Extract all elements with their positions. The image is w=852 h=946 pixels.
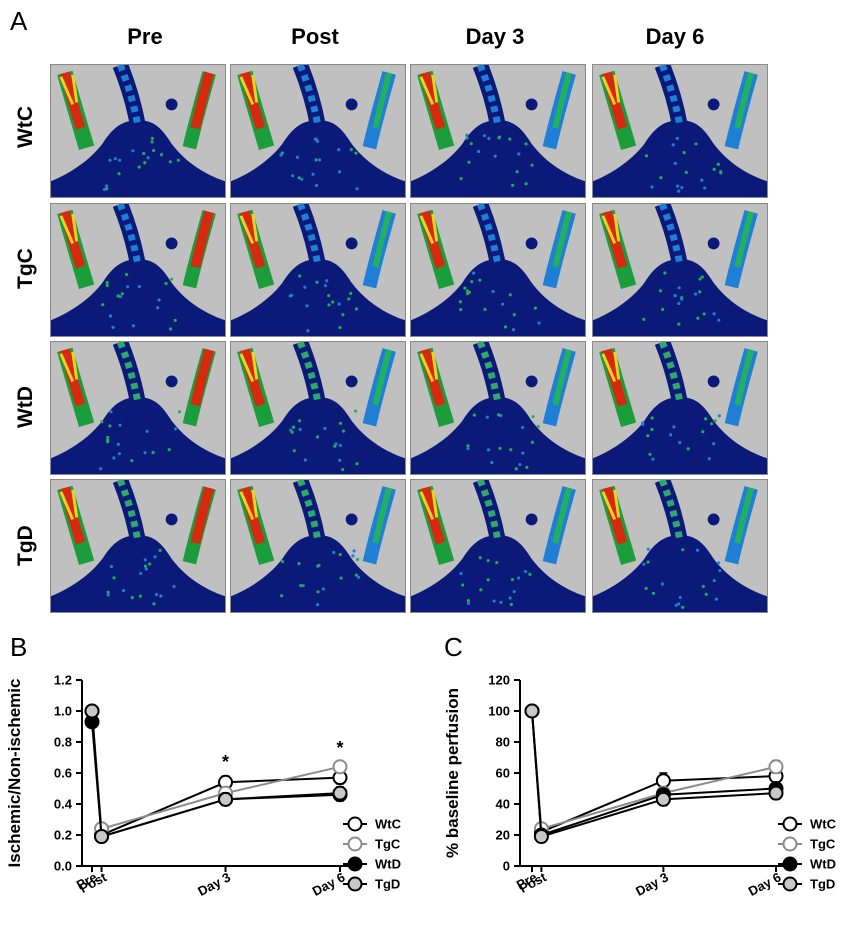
column-header-day6: Day 6 (645, 24, 705, 49)
data-point-tgd (533, 829, 549, 845)
significance-marker: * (336, 738, 343, 758)
panel-a-letter: A (10, 6, 28, 36)
perfusion-image-tgd-day3 (410, 479, 586, 613)
chart-c-x-tick-label: Day 3 (633, 869, 671, 899)
panel-b-letter: B (10, 632, 28, 662)
perfusion-map (231, 342, 405, 474)
legend-marker-wtc (782, 816, 798, 832)
perfusion-image-wtc-day6 (592, 64, 768, 198)
chart-c-y-tick-label: 100 (488, 704, 510, 719)
series-line-tgd (91, 710, 341, 838)
chart-c-y-tick-label: 20 (496, 828, 510, 843)
legend-label-tgd: TgD (810, 877, 835, 892)
chart-b-y-tick-label: 0.2 (54, 828, 72, 843)
chart-c-y-tick-label: 40 (496, 797, 510, 812)
perfusion-image-tgc-day3 (410, 203, 586, 337)
perfusion-map (231, 65, 405, 197)
chart-b-y-tick-label: 0.4 (54, 797, 73, 812)
column-header-day3: Day 3 (465, 24, 525, 49)
chart-b-y-tick-label: 0.8 (54, 735, 72, 750)
perfusion-map (231, 204, 405, 336)
chart-c-y-tick-label: 60 (496, 766, 510, 781)
legend-label-wtd: WtD (375, 857, 401, 872)
perfusion-image-tgc-day6 (592, 203, 768, 337)
perfusion-map (51, 480, 225, 612)
perfusion-image-tgd-day6 (592, 479, 768, 613)
column-header-pre: Pre (127, 24, 163, 49)
panel-c-letter: C (444, 632, 463, 662)
chart-b-y-tick-label: 0.6 (54, 766, 72, 781)
chart-c-x-tick-label: Post (517, 869, 550, 896)
data-point-tgd (768, 785, 784, 801)
legend-marker-wtc (347, 816, 363, 832)
column-header-post: Post (291, 24, 339, 49)
chart-b-y-tick-label: 0.0 (54, 859, 72, 874)
series-line-wtc (531, 710, 777, 834)
data-point-tgd (655, 791, 671, 807)
perfusion-map (411, 65, 585, 197)
perfusion-image-wtc-post (230, 64, 406, 198)
series-line-wtd (531, 710, 777, 837)
perfusion-map (231, 480, 405, 612)
chart-b-y-label: Ischemic/Non-ischemic (5, 679, 24, 868)
data-point-tgd (332, 785, 348, 801)
chart-b-y-tick-label: 1.0 (54, 704, 72, 719)
perfusion-image-tgd-pre (50, 479, 226, 613)
perfusion-map (51, 204, 225, 336)
perfusion-map (411, 204, 585, 336)
legend-marker-wtd (347, 856, 363, 872)
legend-label-tgd: TgD (375, 877, 400, 892)
chart-c-y-label: % baseline perfusion (443, 688, 462, 858)
legend-label-wtd: WtD (810, 857, 836, 872)
legend-marker-wtd (782, 856, 798, 872)
perfusion-image-wtd-pre (50, 341, 226, 475)
legend-label-wtc: WtC (810, 817, 837, 832)
perfusion-image-wtd-post (230, 341, 406, 475)
perfusion-map (51, 65, 225, 197)
perfusion-image-wtc-pre (50, 64, 226, 198)
data-point-tgc (332, 759, 348, 775)
legend-marker-tgd (347, 876, 363, 892)
perfusion-map (411, 342, 585, 474)
legend-marker-tgc (782, 836, 798, 852)
perfusion-map (593, 204, 767, 336)
data-point-tgd (218, 791, 234, 807)
legend-marker-tgd (782, 876, 798, 892)
perfusion-image-tgc-post (230, 203, 406, 337)
series-line-tgd (531, 710, 777, 838)
perfusion-image-tgc-pre (50, 203, 226, 337)
chart-c-y-tick-label: 80 (496, 735, 510, 750)
data-point-tgc (768, 759, 784, 775)
perfusion-map (593, 65, 767, 197)
chart-c-y-tick-label: 0 (503, 859, 510, 874)
data-point-tgd (524, 703, 540, 719)
legend-label-tgc: TgC (810, 837, 836, 852)
chart-c-x-tick-label: Day 6 (746, 869, 784, 899)
perfusion-map (593, 480, 767, 612)
perfusion-image-wtd-day6 (592, 341, 768, 475)
legend-marker-tgc (347, 836, 363, 852)
legend-label-wtc: WtC (375, 817, 402, 832)
perfusion-image-tgd-post (230, 479, 406, 613)
chart-b-y-tick-label: 1.2 (54, 673, 72, 688)
data-point-tgd (84, 703, 100, 719)
chart-c-y-tick-label: 120 (488, 673, 510, 688)
legend-label-tgc: TgC (375, 837, 401, 852)
perfusion-image-wtd-day3 (410, 341, 586, 475)
data-point-tgd (94, 829, 110, 845)
significance-marker: * (222, 752, 229, 772)
perfusion-map (411, 480, 585, 612)
series-line-tgc (531, 710, 777, 831)
perfusion-map (51, 342, 225, 474)
perfusion-image-wtc-day3 (410, 64, 586, 198)
perfusion-map (593, 342, 767, 474)
data-point-wtc (655, 773, 671, 789)
